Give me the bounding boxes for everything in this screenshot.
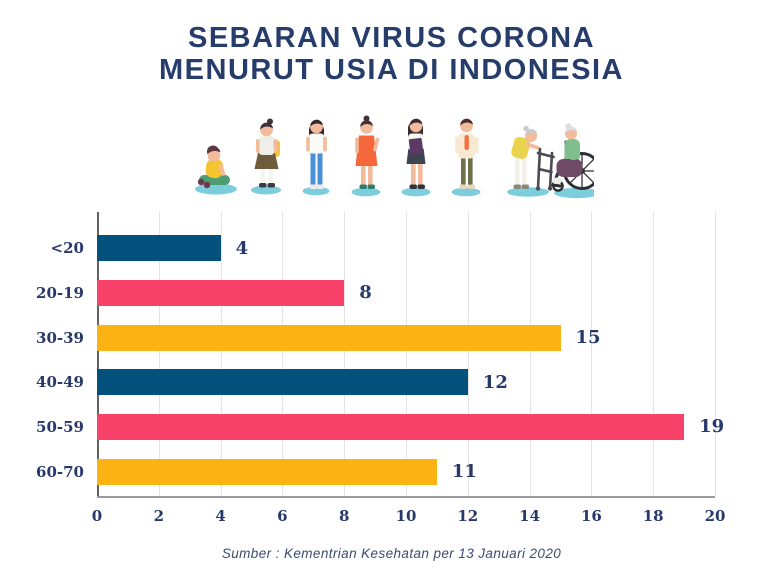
bar-30-39 [97, 324, 561, 351]
figure-elderly-with-walker [510, 125, 555, 191]
x-tick-label: 14 [519, 506, 541, 525]
x-tick-label: 20 [704, 506, 726, 525]
chart-rows: <20 4 20-19 8 30-39 15 40-49 12 50-59 19 60-70 11 [36, 212, 724, 496]
category-label: 20-19 [36, 283, 84, 302]
gridline [344, 211, 346, 496]
figure-woman-orange-dress [354, 115, 379, 189]
shadow-ellipses [194, 183, 594, 199]
gridline [282, 211, 284, 496]
age-progression-svg [194, 115, 594, 199]
category-label: 50-59 [36, 417, 84, 436]
title-line-2: MENURUT USIA DI INDONESIA [159, 54, 624, 87]
plot-area: <20 4 20-19 8 30-39 15 40-49 12 50-59 19 60-70 11 [36, 211, 724, 498]
bar-chart: <20 4 20-19 8 30-39 15 40-49 12 50-59 19 60-70 11 0… [36, 211, 726, 530]
figure-toddler-sitting [197, 145, 230, 189]
x-axis: 0 2 4 6 8 10 12 14 16 18 20 [92, 498, 726, 530]
page-title: SEBARAN VIRUS CORONA MENURUT USIA DI INDO… [0, 22, 783, 87]
x-tick-label: 18 [642, 506, 664, 525]
bar-40-49 [97, 369, 468, 396]
figure-woman-in-jacket [454, 118, 479, 189]
figure-woman-with-folder [406, 118, 425, 189]
gridline [220, 211, 222, 496]
x-tick-label: 4 [215, 506, 226, 525]
bar-50-59 [97, 413, 685, 440]
gridline [715, 211, 716, 496]
gridline [529, 211, 531, 496]
chart-row: 40-49 12 [36, 360, 715, 405]
category-label: <20 [50, 239, 84, 258]
x-tick-label: 6 [277, 506, 288, 525]
chart-row: 30-39 15 [36, 315, 715, 360]
value-label: 8 [359, 282, 372, 304]
category-label: 30-39 [36, 328, 84, 347]
value-label: 19 [699, 416, 725, 438]
gridline [591, 211, 593, 496]
chart-row: <20 4 [51, 226, 715, 271]
chart-row: 50-59 19 [36, 405, 724, 450]
source-caption: Sumber : Kementrian Kesehatan per 13 Jan… [221, 545, 562, 561]
value-label: 11 [451, 461, 477, 483]
category-label: 40-49 [36, 373, 84, 392]
bar-60-70 [97, 458, 437, 485]
title-line-1: SEBARAN VIRUS CORONA [187, 22, 596, 54]
bar-20-19 [97, 279, 345, 306]
bar-<20 [97, 235, 221, 262]
figure-teen [305, 119, 327, 189]
x-tick-label: 0 [91, 506, 103, 525]
x-tick-label: 12 [457, 506, 479, 525]
y-axis-line [97, 211, 99, 496]
x-tick-label: 16 [580, 506, 602, 525]
value-label: 12 [482, 371, 508, 393]
category-label: 60-70 [36, 462, 84, 481]
x-tick-label: 10 [395, 506, 417, 525]
gridline [158, 211, 160, 496]
chart-row: 60-70 11 [36, 449, 715, 494]
chart-row: 20-19 8 [36, 271, 715, 316]
figure-schoolgirl [254, 118, 280, 188]
figure-elderly-in-wheelchair [550, 123, 594, 192]
age-progression-illustration [190, 92, 594, 204]
value-label: 4 [235, 237, 249, 259]
x-tick-label: 8 [338, 506, 350, 525]
x-tick-label: 2 [153, 506, 165, 525]
gridline [406, 211, 407, 496]
value-label: 15 [575, 327, 601, 349]
gridline [467, 211, 469, 496]
gridline [653, 211, 655, 496]
